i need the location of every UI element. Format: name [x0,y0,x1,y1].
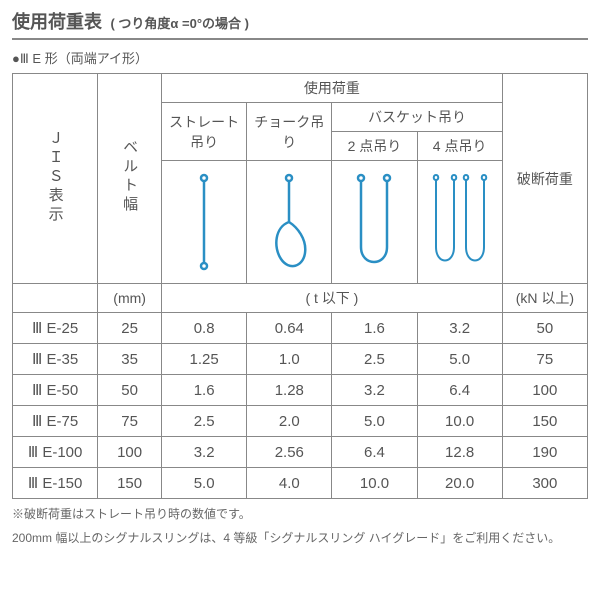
icon-straight [162,161,247,284]
cell-pt4: 20.0 [417,468,502,499]
icon-choke [247,161,332,284]
page-title: 使用荷重表 [12,12,102,32]
cell-pt4: 3.2 [417,313,502,344]
cell-choke: 2.56 [247,437,332,468]
icon-pt2 [332,161,417,284]
table-row: Ⅲ E-35351.251.02.55.075 [13,344,588,375]
cell-straight: 2.5 [162,406,247,437]
th-choke: チョーク吊り [247,103,332,161]
cell-choke: 1.0 [247,344,332,375]
table-row: Ⅲ E-50501.61.283.26.4100 [13,375,588,406]
cell-break: 50 [502,313,587,344]
th-pt2: 2 点吊り [332,132,417,161]
unit-belt: (mm) [98,284,162,313]
cell-jis: Ⅲ E-50 [13,375,98,406]
cell-pt2: 3.2 [332,375,417,406]
cell-pt4: 12.8 [417,437,502,468]
cell-straight: 3.2 [162,437,247,468]
cell-pt2: 5.0 [332,406,417,437]
cell-jis: Ⅲ E-100 [13,437,98,468]
cell-pt2: 10.0 [332,468,417,499]
unit-jis [13,284,98,313]
cell-pt2: 2.5 [332,344,417,375]
cell-jis: Ⅲ E-150 [13,468,98,499]
th-use-load: 使用荷重 [162,74,503,103]
th-belt: ベルト幅 [98,74,162,284]
cell-belt: 75 [98,406,162,437]
cell-jis: Ⅲ E-75 [13,406,98,437]
cell-belt: 100 [98,437,162,468]
footnote-2: 200mm 幅以上のシグナルスリングは、4 等級「シグナルスリング ハイグレード… [12,529,588,547]
th-break: 破断荷重 [502,74,587,284]
cell-choke: 4.0 [247,468,332,499]
cell-belt: 50 [98,375,162,406]
footnote-1: ※破断荷重はストレート吊り時の数値です。 [12,505,588,523]
cell-break: 190 [502,437,587,468]
cell-jis: Ⅲ E-25 [13,313,98,344]
table-row: Ⅲ E-25250.80.641.63.250 [13,313,588,344]
cell-straight: 0.8 [162,313,247,344]
cell-break: 300 [502,468,587,499]
cell-break: 75 [502,344,587,375]
th-jis: ＪＩＳ表示 [13,74,98,284]
cell-belt: 150 [98,468,162,499]
th-basket: バスケット吊り [332,103,502,132]
cell-straight: 1.6 [162,375,247,406]
cell-break: 100 [502,375,587,406]
cell-choke: 1.28 [247,375,332,406]
cell-pt4: 10.0 [417,406,502,437]
table-row: Ⅲ E-1001003.22.566.412.8190 [13,437,588,468]
cell-pt2: 6.4 [332,437,417,468]
cell-belt: 35 [98,344,162,375]
th-pt4: 4 点吊り [417,132,502,161]
table-row: Ⅲ E-1501505.04.010.020.0300 [13,468,588,499]
cell-belt: 25 [98,313,162,344]
cell-pt4: 5.0 [417,344,502,375]
form-label: ●Ⅲ E 形（両端アイ形） [12,48,588,67]
table-row: Ⅲ E-75752.52.05.010.0150 [13,406,588,437]
title-row: 使用荷重表 ( つり角度α =0°の場合 ) [12,8,588,40]
cell-choke: 2.0 [247,406,332,437]
cell-straight: 5.0 [162,468,247,499]
load-table: ＪＩＳ表示 ベルト幅 使用荷重 破断荷重 ストレート吊り チョーク吊り バスケッ… [12,73,588,499]
unit-load: ( t 以下 ) [162,284,503,313]
page-subtitle: ( つり角度α =0°の場合 ) [110,16,249,31]
cell-jis: Ⅲ E-35 [13,344,98,375]
cell-choke: 0.64 [247,313,332,344]
cell-break: 150 [502,406,587,437]
cell-pt2: 1.6 [332,313,417,344]
cell-pt4: 6.4 [417,375,502,406]
th-straight: ストレート吊り [162,103,247,161]
table-body: Ⅲ E-25250.80.641.63.250Ⅲ E-35351.251.02.… [13,313,588,499]
cell-straight: 1.25 [162,344,247,375]
unit-break: (kN 以上) [502,284,587,313]
icon-pt4 [417,161,502,284]
